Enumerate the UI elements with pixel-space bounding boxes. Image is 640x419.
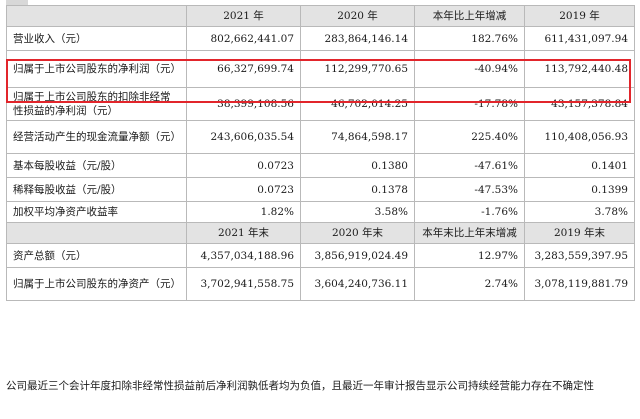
value-2021: 66,327,699.74 — [186, 50, 301, 88]
value-2020: 46,702,014.25 — [300, 87, 415, 121]
value-2021: 0.0723 — [186, 177, 301, 202]
value-2019: 43,157,378.84 — [524, 87, 635, 121]
value-2021: 38,399,108.56 — [186, 87, 301, 121]
value-2021: 243,606,035.54 — [186, 120, 301, 154]
table-header-row-year-end: 2021 年末 2020 年末 本年末比上年末增减 2019 年末 — [6, 222, 635, 244]
row-label: 基本每股收益（元/股） — [6, 153, 187, 178]
value-2021: 4,357,034,188.96 — [186, 243, 301, 268]
value-2021: 802,662,441.07 — [186, 26, 301, 51]
value-change: -47.53% — [414, 177, 525, 202]
value-2019: 0.1401 — [524, 153, 635, 178]
value-2019: 3,078,119,881.79 — [524, 267, 635, 301]
value-2020: 3,604,240,736.11 — [300, 267, 415, 301]
header-cell: 2021 年 — [186, 5, 301, 27]
value-2020: 0.1378 — [300, 177, 415, 202]
value-change: -40.94% — [414, 50, 525, 88]
value-2019: 110,408,056.93 — [524, 120, 635, 154]
value-2019: 113,792,440.48 — [524, 50, 635, 88]
header-cell: 本年比上年增减 — [414, 5, 525, 27]
value-2020: 283,864,146.14 — [300, 26, 415, 51]
value-2020: 0.1380 — [300, 153, 415, 178]
value-2020: 74,864,598.17 — [300, 120, 415, 154]
value-2019: 611,431,097.94 — [524, 26, 635, 51]
header-cell: 2021 年末 — [186, 222, 301, 244]
value-2019: 0.1399 — [524, 177, 635, 202]
header-cell: 2020 年末 — [300, 222, 415, 244]
table-row-net-profit: 归属于上市公司股东的净利润（元） 66,327,699.74 112,299,7… — [6, 50, 635, 88]
table-row-net-profit-excl-nonrecurring: 归属于上市公司股东的扣除非经常性损益的净利润（元） 38,399,108.56 … — [6, 87, 635, 121]
header-cell — [6, 5, 187, 27]
row-label: 营业收入（元） — [6, 26, 187, 51]
header-cell: 2020 年 — [300, 5, 415, 27]
table-row-net-assets: 归属于上市公司股东的净资产（元） 3,702,941,558.75 3,604,… — [6, 267, 635, 301]
value-2021: 3,702,941,558.75 — [186, 267, 301, 301]
row-label: 稀释每股收益（元/股） — [6, 177, 187, 202]
value-2021: 0.0723 — [186, 153, 301, 178]
table-row-basic-eps: 基本每股收益（元/股） 0.0723 0.1380 -47.61% 0.1401 — [6, 153, 635, 178]
row-label: 资产总额（元） — [6, 243, 187, 268]
key-financial-data-table: 2021 年 2020 年 本年比上年增减 2019 年 营业收入（元） 802… — [6, 5, 635, 301]
cropped-top-strip — [6, 0, 28, 5]
value-2021: 1.82% — [186, 201, 301, 223]
table-row-weighted-roe: 加权平均净资产收益率 1.82% 3.58% -1.76% 3.78% — [6, 201, 635, 223]
value-change: 2.74% — [414, 267, 525, 301]
table-header-row: 2021 年 2020 年 本年比上年增减 2019 年 — [6, 5, 635, 27]
header-cell: 本年末比上年末增减 — [414, 222, 525, 244]
value-2020: 3.58% — [300, 201, 415, 223]
table-row-diluted-eps: 稀释每股收益（元/股） 0.0723 0.1378 -47.53% 0.1399 — [6, 177, 635, 202]
value-2020: 3,856,919,024.49 — [300, 243, 415, 268]
row-label: 归属于上市公司股东的净资产（元） — [6, 267, 187, 301]
value-change: 182.76% — [414, 26, 525, 51]
header-cell — [6, 222, 187, 244]
row-label: 归属于上市公司股东的扣除非经常性损益的净利润（元） — [6, 87, 187, 121]
footnote-text: 公司最近三个会计年度扣除非经常性损益前后净利润孰低者均为负值，且最近一年审计报告… — [6, 380, 594, 392]
header-cell: 2019 年末 — [524, 222, 635, 244]
row-label: 经营活动产生的现金流量净额（元） — [6, 120, 187, 154]
value-change: 225.40% — [414, 120, 525, 154]
header-cell: 2019 年 — [524, 5, 635, 27]
value-2019: 3.78% — [524, 201, 635, 223]
table-row-total-assets: 资产总额（元） 4,357,034,188.96 3,856,919,024.4… — [6, 243, 635, 268]
value-2020: 112,299,770.65 — [300, 50, 415, 88]
value-change: 12.97% — [414, 243, 525, 268]
value-change: -1.76% — [414, 201, 525, 223]
table-row-operating-revenue: 营业收入（元） 802,662,441.07 283,864,146.14 18… — [6, 26, 635, 51]
value-change: -17.78% — [414, 87, 525, 121]
row-label: 加权平均净资产收益率 — [6, 201, 187, 223]
value-change: -47.61% — [414, 153, 525, 178]
value-2019: 3,283,559,397.95 — [524, 243, 635, 268]
row-label: 归属于上市公司股东的净利润（元） — [6, 50, 187, 88]
table-row-operating-cash-flow: 经营活动产生的现金流量净额（元） 243,606,035.54 74,864,5… — [6, 120, 635, 154]
